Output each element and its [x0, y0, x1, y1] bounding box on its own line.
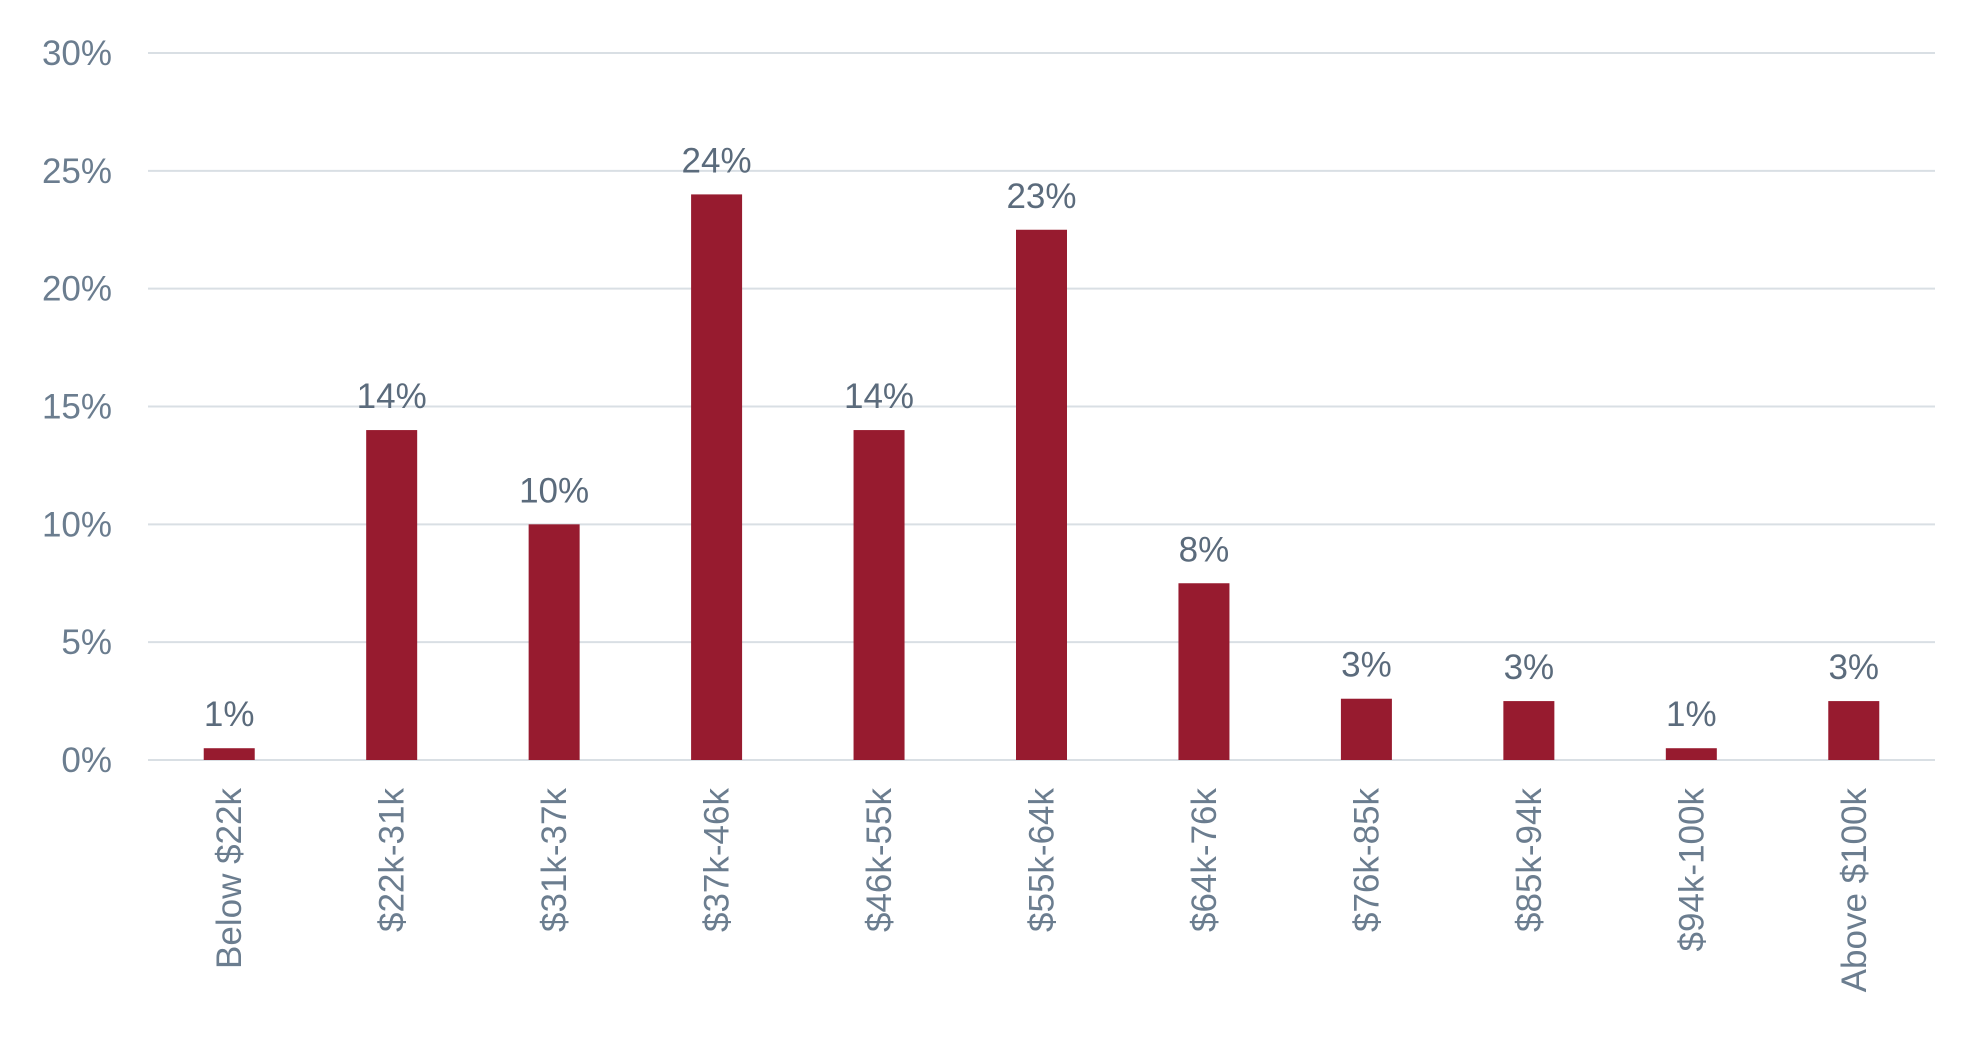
bar	[366, 430, 418, 760]
x-axis-category-labels: Below $22k $22k-31k $31k-37k $37k-46k $46k-5…	[210, 788, 1874, 993]
data-label: 3%	[1341, 646, 1392, 685]
bars	[203, 194, 1880, 760]
category-label: $64k-76k	[1185, 788, 1224, 932]
bar	[1340, 698, 1392, 760]
data-label: 1%	[1666, 695, 1717, 734]
data-label: 3%	[1828, 648, 1879, 687]
y-tick-label: 0%	[61, 741, 112, 780]
y-tick-label: 25%	[42, 152, 112, 191]
y-tick-label: 20%	[42, 270, 112, 309]
bar	[853, 430, 905, 760]
data-labels: 1% 14% 10% 24% 14% 23% 8% 3% 3% 1% 3%	[204, 141, 1879, 734]
data-label: 8%	[1179, 530, 1230, 569]
bar	[1665, 748, 1717, 760]
y-tick-label: 10%	[42, 505, 112, 544]
bar	[203, 748, 255, 760]
y-tick-label: 30%	[42, 34, 112, 73]
bar	[528, 524, 580, 760]
category-label: Below $22k	[210, 788, 249, 969]
category-label: $55k-64k	[1023, 788, 1062, 932]
y-axis-tick-labels: 0% 5% 10% 15% 20% 25% 30%	[42, 34, 112, 780]
bar	[1016, 229, 1067, 760]
y-tick-label: 15%	[42, 388, 112, 427]
category-label: $85k-94k	[1510, 788, 1549, 932]
category-label: $94k-100k	[1672, 788, 1711, 952]
bar	[1503, 701, 1555, 760]
bar	[1828, 701, 1880, 760]
bar	[1178, 583, 1230, 760]
data-label: 14%	[844, 377, 914, 416]
category-label: $31k-37k	[535, 788, 574, 932]
category-label: $37k-46k	[698, 788, 737, 932]
data-label: 10%	[519, 471, 589, 510]
data-label: 14%	[357, 377, 427, 416]
category-label: Above $100k	[1835, 788, 1874, 993]
data-label: 1%	[204, 695, 255, 734]
data-label: 24%	[682, 141, 752, 180]
category-label: $76k-85k	[1347, 788, 1386, 932]
data-label: 3%	[1504, 648, 1555, 687]
category-label: $22k-31k	[373, 788, 412, 932]
data-label: 23%	[1006, 177, 1076, 216]
y-tick-label: 5%	[61, 623, 112, 662]
bar	[691, 194, 743, 760]
category-label: $46k-55k	[860, 788, 899, 932]
